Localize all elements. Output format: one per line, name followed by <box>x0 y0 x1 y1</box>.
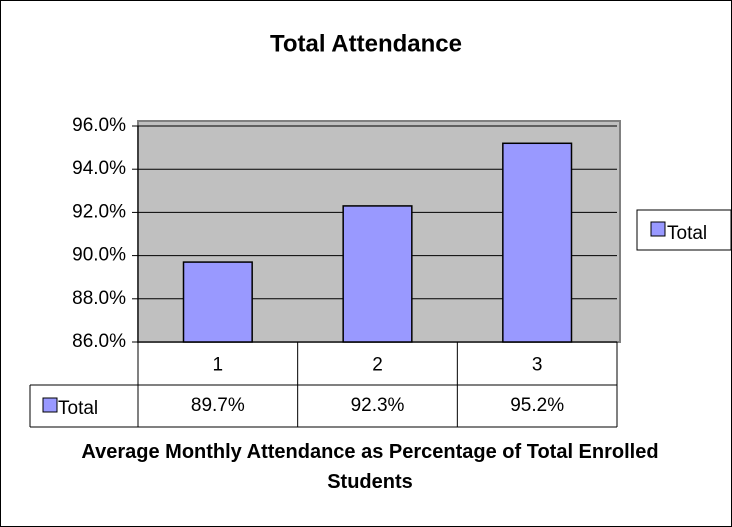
y-tick-label: 96.0% <box>72 115 126 136</box>
x-tick-label: 3 <box>532 355 543 376</box>
y-tick-label: 86.0% <box>72 331 126 352</box>
x-axis-title: Average Monthly Attendance as Percentage… <box>81 441 659 493</box>
bar <box>502 142 573 343</box>
y-tick-label: 88.0% <box>72 288 126 309</box>
x-tick-label: 1 <box>213 355 224 376</box>
y-tick-label: 94.0% <box>72 158 126 179</box>
table-legend-label: Total <box>58 398 98 419</box>
legend-key <box>650 221 666 237</box>
bar <box>342 205 413 343</box>
data-table-value: 92.3% <box>351 395 405 416</box>
bar <box>182 261 253 343</box>
x-tick-label: 2 <box>372 355 383 376</box>
table-legend-key <box>42 397 58 413</box>
data-table-value: 95.2% <box>510 395 564 416</box>
data-table-value: 89.7% <box>191 395 245 416</box>
y-tick-label: 92.0% <box>72 201 126 222</box>
y-tick-label: 90.0% <box>72 245 126 266</box>
chart-title: Total Attendance <box>270 30 462 57</box>
legend-label: Total <box>667 223 707 244</box>
